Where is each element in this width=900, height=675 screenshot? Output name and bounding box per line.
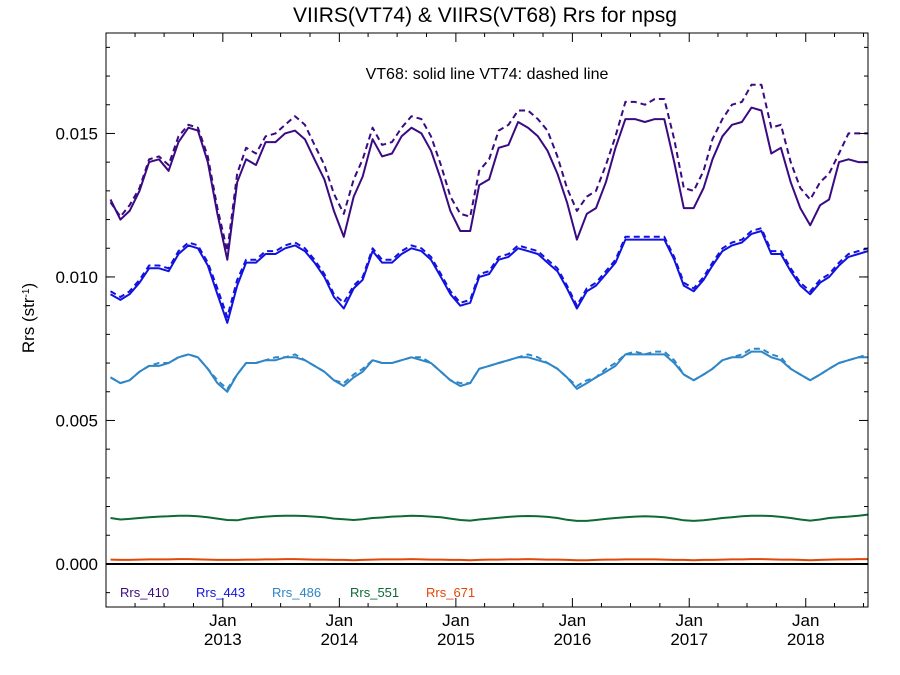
plot-area bbox=[106, 83, 868, 565]
x-tick-label-month: Jan bbox=[209, 611, 236, 630]
x-tick-label-year: 2017 bbox=[670, 630, 708, 649]
x-tick-label-year: 2016 bbox=[553, 630, 591, 649]
line-style-annotation: VT68: solid line VT74: dashed line bbox=[366, 66, 609, 83]
series-group bbox=[106, 83, 868, 565]
y-axis: 0.000 0.005 0.010 0.015 bbox=[55, 46, 868, 594]
y-tick-label: 0.005 bbox=[55, 411, 98, 430]
x-tick-label-month: Jan bbox=[559, 611, 586, 630]
series-line-rrs-486-vt74 bbox=[110, 347, 868, 390]
x-axis: Jan2013Jan2014Jan2015Jan2016Jan2017Jan20… bbox=[134, 33, 865, 649]
series-line-rrs-671 bbox=[110, 558, 868, 562]
x-tick-label-month: Jan bbox=[326, 611, 353, 630]
legend-item-rrs-410: Rrs_410 bbox=[120, 585, 169, 600]
y-tick-label: 0.000 bbox=[55, 555, 98, 574]
x-tick-label-month: Jan bbox=[792, 611, 819, 630]
legend-item-rrs-443: Rrs_443 bbox=[196, 585, 245, 600]
legend-item-rrs-551: Rrs_551 bbox=[350, 585, 399, 600]
y-axis-label-sup: -1 bbox=[21, 288, 32, 297]
y-axis-label: Rrs (str-1) bbox=[19, 283, 38, 353]
legend-item-rrs-671: Rrs_671 bbox=[426, 585, 475, 600]
x-tick-label-year: 2013 bbox=[204, 630, 242, 649]
legend: Rrs_410 Rrs_443 Rrs_486 Rrs_551 Rrs_671 bbox=[120, 585, 475, 600]
y-tick-label: 0.015 bbox=[55, 124, 98, 143]
series-line-rrs-551 bbox=[110, 513, 868, 522]
x-tick-label-year: 2018 bbox=[787, 630, 825, 649]
y-axis-label-main: Rrs (str bbox=[19, 297, 38, 353]
plot-frame bbox=[105, 32, 869, 608]
x-tick-label-year: 2014 bbox=[320, 630, 358, 649]
x-tick-label-year: 2015 bbox=[437, 630, 475, 649]
y-tick-label: 0.010 bbox=[55, 268, 98, 287]
series-line-rrs-410-vt74 bbox=[109, 83, 868, 253]
legend-item-rrs-486: Rrs_486 bbox=[272, 585, 321, 600]
chart-title: VIIRS(VT74) & VIIRS(VT68) Rrs for npsg bbox=[293, 4, 677, 27]
series-line-rrs-443-vt74 bbox=[110, 227, 868, 319]
x-tick-label-month: Jan bbox=[676, 611, 703, 630]
series-line-rrs-443 bbox=[110, 230, 868, 324]
y-axis-label-close: ) bbox=[19, 283, 38, 289]
series-line-rrs-410 bbox=[109, 106, 868, 261]
x-tick-label-month: Jan bbox=[442, 611, 469, 630]
